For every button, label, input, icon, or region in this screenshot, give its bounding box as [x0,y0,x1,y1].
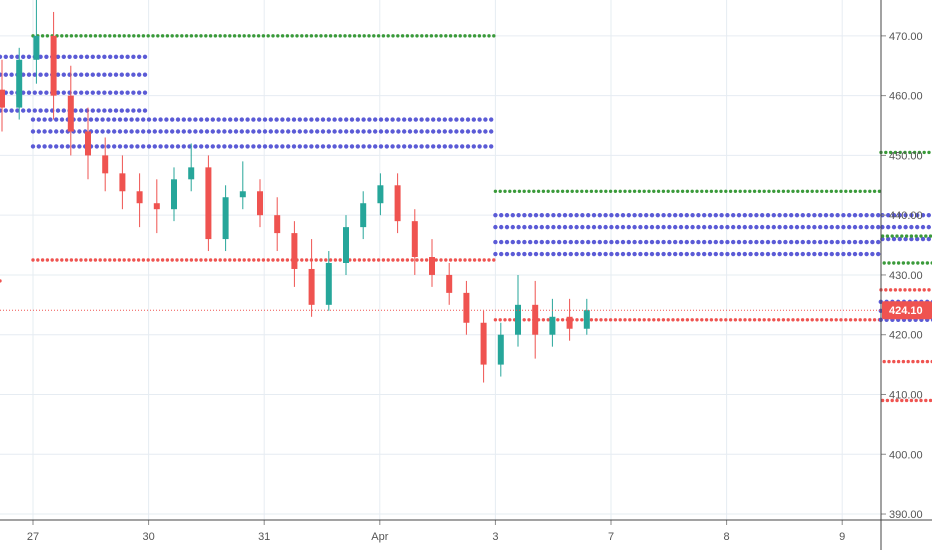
y-tick-label: 450.00 [889,150,923,162]
candle-body [239,191,246,198]
candle-body [480,322,487,365]
y-tick-label: 410.00 [889,389,923,401]
candle-body [136,191,143,204]
candles [0,0,590,383]
candle-body [274,215,281,234]
y-tick-label: 430.00 [889,270,923,282]
current-price-value: 424.10 [889,305,923,317]
pivot-levels [0,34,932,403]
x-tick-label: 7 [608,531,614,543]
candle-body [377,185,384,204]
candle-body [515,304,521,335]
candle-body [171,179,177,210]
candle-body [463,292,470,323]
candle-body [429,257,435,275]
candle-body [102,155,109,174]
candle-body [16,59,23,108]
candle-body [0,89,5,108]
candle-body [119,173,126,192]
y-tick-label: 470.00 [889,31,923,43]
candle-body [153,203,160,210]
candle-body [532,304,539,335]
candle-body [33,35,40,60]
candle-body [360,203,367,228]
candle-body [67,95,74,132]
x-tick-label: 30 [142,531,154,543]
candle-body [446,274,453,293]
candle-body [549,316,556,335]
candle-body [308,268,315,305]
candle-body [85,131,91,156]
x-tick-label: 31 [258,531,270,543]
y-tick-label: 420.00 [889,330,923,342]
candle-body [205,167,212,240]
candle-body [497,334,504,365]
candle-body [50,35,57,96]
x-tick-label: 8 [724,531,730,543]
candle-body [291,233,298,269]
y-axis[interactable]: 390.00 400.00 410.00 420.00 430.00 440.00 450.… [880,0,923,550]
x-tick-label: 27 [27,531,39,543]
x-axis[interactable]: 27 30 31 Apr 3 7 8 9 [0,519,932,543]
candle-body [583,310,590,329]
current-price-label: 424.10 [882,301,932,320]
candle-body [222,197,229,240]
candle-body [566,316,573,329]
y-tick-label: 460.00 [889,91,923,103]
x-tick-label: Apr [371,531,388,543]
y-tick-label: 400.00 [889,449,923,461]
candle-body [343,227,349,263]
y-tick-label: 440.00 [889,210,923,222]
candle-body [257,191,263,216]
candle-body [411,221,418,258]
candle-body [188,167,195,180]
y-tick-label: 390.00 [889,509,923,521]
x-tick-label: 3 [492,531,498,543]
candle-body [325,262,332,305]
current-price-badge [882,301,932,320]
candle-body [394,185,401,222]
x-tick-label: 9 [839,531,845,543]
